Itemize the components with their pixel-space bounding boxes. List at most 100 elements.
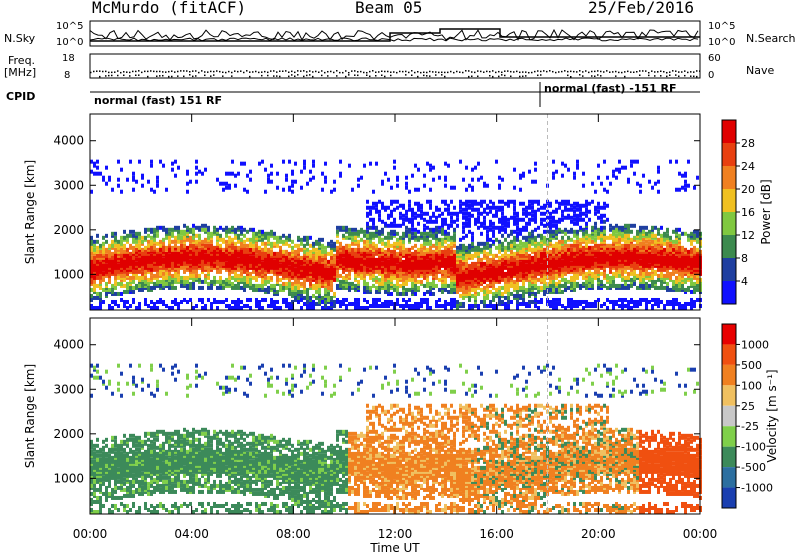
data-cell	[150, 265, 153, 270]
data-cell	[387, 261, 390, 266]
data-cell	[204, 267, 207, 272]
data-cell	[150, 275, 153, 280]
data-cell	[210, 257, 213, 262]
data-cell	[441, 255, 444, 260]
data-cell	[294, 287, 297, 292]
data-cell	[447, 245, 450, 250]
data-cell	[387, 299, 390, 304]
data-cell	[378, 297, 381, 302]
data-cell	[501, 219, 504, 224]
data-cell	[330, 297, 333, 302]
data-cell	[549, 279, 552, 284]
data-cell	[414, 259, 417, 264]
data-cell	[555, 301, 558, 306]
data-cell	[246, 249, 249, 254]
data-cell	[276, 257, 279, 262]
data-cell	[210, 263, 213, 268]
data-cell	[306, 261, 309, 266]
data-cell	[558, 271, 561, 276]
data-cell	[351, 285, 354, 290]
data-cell	[171, 231, 174, 236]
data-cell	[588, 247, 591, 252]
data-cell	[414, 303, 417, 308]
data-cell	[207, 235, 210, 240]
data-cell	[156, 183, 159, 188]
data-cell	[573, 205, 576, 210]
data-cell	[192, 285, 195, 290]
data-cell	[138, 239, 141, 244]
data-cell	[189, 263, 192, 268]
data-cell	[90, 279, 93, 284]
data-cell	[186, 275, 189, 280]
data-cell	[372, 247, 375, 252]
data-cell	[123, 245, 126, 250]
data-cell	[177, 235, 180, 240]
freq-dot	[402, 70, 404, 73]
data-cell	[105, 281, 108, 286]
data-cell	[360, 257, 363, 262]
data-cell	[396, 287, 399, 292]
data-cell	[390, 299, 393, 304]
data-cell	[453, 185, 456, 190]
data-cell	[426, 233, 429, 238]
data-cell	[306, 269, 309, 274]
data-cell	[504, 283, 507, 288]
data-cell	[567, 199, 570, 204]
data-cell	[204, 249, 207, 254]
data-cell	[414, 253, 417, 258]
data-cell	[507, 233, 510, 238]
data-cell	[147, 281, 150, 286]
data-cell	[411, 269, 414, 274]
data-cell	[162, 251, 165, 256]
data-cell	[90, 269, 93, 274]
data-cell	[99, 283, 102, 288]
data-cell	[561, 173, 564, 178]
data-cell	[486, 237, 489, 242]
data-cell	[357, 261, 360, 266]
data-cell	[246, 247, 249, 252]
data-cell	[555, 281, 558, 286]
data-cell	[312, 306, 315, 310]
data-cell	[372, 231, 375, 236]
data-cell	[555, 245, 558, 250]
data-cell	[327, 279, 330, 284]
freq-dot	[195, 70, 197, 72]
data-cell	[360, 306, 363, 310]
data-cell	[441, 217, 444, 222]
data-cell	[480, 247, 483, 252]
data-cell	[195, 179, 198, 184]
data-cell	[408, 253, 411, 258]
data-cell	[345, 225, 348, 230]
data-cell	[423, 283, 426, 288]
data-cell	[504, 277, 507, 282]
data-cell	[249, 241, 252, 246]
data-cell	[480, 211, 483, 216]
data-cell	[231, 299, 234, 304]
data-cell	[360, 253, 363, 258]
data-cell	[99, 255, 102, 260]
data-cell	[312, 269, 315, 274]
data-cell	[171, 247, 174, 252]
freq-dot	[93, 70, 95, 73]
data-cell	[180, 259, 183, 264]
data-cell	[426, 259, 429, 264]
data-cell	[420, 253, 423, 258]
data-cell	[282, 253, 285, 258]
data-cell	[450, 303, 453, 308]
data-cell	[447, 269, 450, 274]
data-cell	[447, 251, 450, 256]
data-cell	[327, 243, 330, 248]
data-cell	[225, 229, 228, 234]
data-cell	[156, 255, 159, 260]
noise-search-line	[89, 37, 699, 42]
data-cell	[588, 253, 591, 258]
data-cell	[558, 263, 561, 268]
data-cell	[297, 237, 300, 242]
data-cell	[558, 261, 561, 266]
data-cell	[159, 243, 162, 248]
freq-dot	[543, 70, 545, 72]
data-cell	[513, 281, 516, 286]
data-cell	[279, 255, 282, 260]
data-cell	[567, 263, 570, 268]
freq-dot	[636, 70, 638, 73]
